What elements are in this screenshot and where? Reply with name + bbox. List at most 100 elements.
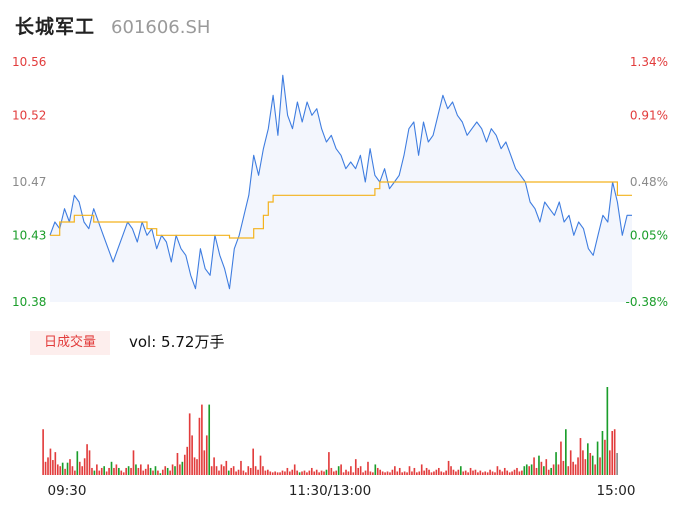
time-tick-label: 11:30/13:00 [289,483,371,499]
volume-bar [42,429,44,475]
volume-bar [499,469,501,475]
volume-bar [455,471,457,475]
volume-bar [259,455,262,475]
volume-bar [425,467,428,475]
volume-bar [303,470,306,475]
volume-bar [579,438,582,475]
volume-bar [337,466,340,475]
volume-bar [174,466,176,475]
volume-bar [381,471,384,475]
volume-bar [98,470,101,475]
volume-bar [398,467,401,475]
volume-bar [91,467,93,475]
volume-bar [271,472,274,475]
volume-bar [227,470,230,475]
volume-bar [293,464,296,475]
volume-bar [166,467,169,475]
volume-bar [171,464,174,475]
volume-bar [369,471,372,475]
volume-bar [147,464,149,475]
volume-bar [445,470,447,475]
volume-bar [125,467,127,475]
volume-bar [137,467,140,475]
percent-tick-label: 1.34% [630,55,668,69]
volume-bar [188,413,191,475]
volume-bar [169,470,171,475]
volume-bar [115,464,118,475]
volume-bar [71,466,74,475]
volume-bar [103,466,105,475]
volume-bar [301,471,303,475]
volume-bar [606,387,609,475]
volume-bar [69,459,71,475]
volume-bar [367,461,369,475]
volume-bar [552,464,555,475]
volume-bar [599,457,601,475]
volume-bar [205,435,208,475]
volume-bar [183,454,186,475]
volume-bar [323,471,325,475]
volume-bar [362,472,364,475]
volume-bar [345,469,347,475]
volume-bar [130,467,132,475]
volume-bar [310,467,313,475]
volume-bar [459,466,462,475]
volume-bar [481,472,484,475]
volume-bar [594,464,596,475]
volume-bar [611,431,614,475]
volume-bar [274,471,276,475]
volume-bar [562,460,565,475]
volume-bar [74,470,76,475]
volume-bar [176,453,179,475]
volume-bar [572,461,574,475]
volume-bar [462,471,465,475]
volume-bar [464,470,467,475]
volume-panel [42,387,618,475]
volume-bar [186,446,189,475]
volume-bar [335,470,338,475]
price-panel [49,74,632,302]
volume-bar [508,472,511,475]
volume-bar [384,472,386,475]
volume-bar [472,470,474,475]
volume-bar [213,457,215,475]
volume-bar [379,469,382,475]
volume-bar [286,467,289,475]
percent-tick-label: 0.48% [630,175,668,189]
volume-bar [596,441,599,475]
volume-bar [608,450,611,475]
volume-bar [76,451,79,475]
volume-bar [491,471,494,475]
volume-bar [240,460,242,475]
volume-bar [354,459,357,475]
volume-bar [513,469,516,475]
volume-bar [161,469,164,475]
volume-bar [61,462,64,475]
volume-bar [179,464,181,475]
volume-bar [601,431,604,475]
volume-bar [467,472,469,475]
volume-bar [86,444,88,475]
volume-bar [359,466,362,475]
volume-bar [396,471,399,475]
volume-bar [269,471,272,475]
volume-tab[interactable]: 日成交量 [30,331,110,355]
volume-bar [486,472,489,475]
volume-bar [313,471,316,475]
volume-bar [457,469,460,475]
price-tick-label: 10.56 [12,55,46,69]
volume-bar [235,471,237,475]
volume-bar [372,472,374,475]
volume-bar [550,467,552,475]
volume-bar [530,464,533,475]
volume-bar [435,469,438,475]
volume-bar [428,469,430,475]
volume-bar [118,467,120,475]
volume-bar [418,471,421,475]
percent-tick-label: 0.05% [630,228,668,242]
volume-bar [433,471,435,475]
time-tick-label: 09:30 [48,483,87,499]
volume-bar [501,471,504,475]
volume-bar [142,470,145,475]
